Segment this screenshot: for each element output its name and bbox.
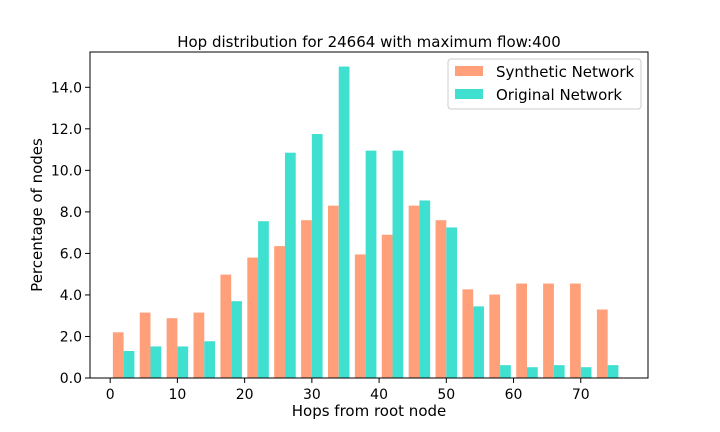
y-tick-label-0: 0.0 xyxy=(60,371,82,387)
x-tick-label-0: 0 xyxy=(106,387,115,403)
bar-original-6 xyxy=(150,346,162,378)
bar-synthetic-58 xyxy=(489,294,501,378)
x-tick-label-30: 30 xyxy=(303,387,321,403)
y-tick-label-12: 12.0 xyxy=(51,122,82,138)
bar-original-42 xyxy=(392,150,404,378)
bar-synthetic-38 xyxy=(354,254,366,378)
bar-synthetic-30 xyxy=(301,220,312,378)
y-tick-label-8: 8.0 xyxy=(60,205,82,221)
x-tick-label-70: 70 xyxy=(572,387,590,403)
bar-original-18 xyxy=(231,301,242,378)
bar-synthetic-50 xyxy=(435,220,447,378)
chart-title: Hop distribution for 24664 with maximum … xyxy=(177,33,561,51)
bar-synthetic-34 xyxy=(327,205,339,378)
bar-original-66 xyxy=(553,365,565,378)
y-axis-ticks: 0.0 2.0 4.0 6.0 8.0 10.0 12.0 14.0 xyxy=(51,80,90,387)
y-tick-label-10: 10.0 xyxy=(51,163,82,179)
x-tick-label-50: 50 xyxy=(437,387,455,403)
x-axis-ticks: 0 10 20 30 40 50 60 70 xyxy=(106,378,590,403)
bar-original-2 xyxy=(123,351,135,378)
bar-synthetic-46 xyxy=(408,205,420,378)
bar-synthetic-62 xyxy=(516,283,527,378)
y-tick-label-14: 14.0 xyxy=(51,80,82,96)
bar-original-62 xyxy=(526,367,538,378)
bar-synthetic-18 xyxy=(220,274,232,378)
legend-label-original: Original Network xyxy=(496,86,622,104)
bar-synthetic-74 xyxy=(596,309,608,378)
x-axis-label: Hops from root node xyxy=(292,402,447,420)
x-tick-label-10: 10 xyxy=(168,387,186,403)
bar-original-46 xyxy=(419,200,431,378)
plot-frame xyxy=(89,51,649,379)
bar-synthetic-70 xyxy=(570,283,581,378)
x-tick-label-20: 20 xyxy=(236,387,254,403)
bar-original-54 xyxy=(473,306,484,378)
bar-original-70 xyxy=(580,367,592,378)
bar-synthetic-26 xyxy=(274,246,285,378)
bar-synthetic-2 xyxy=(112,332,124,378)
bar-synthetic-14 xyxy=(193,312,205,378)
bar-synthetic-42 xyxy=(381,234,393,378)
legend-label-synthetic: Synthetic Network xyxy=(496,63,635,81)
x-tick-label-40: 40 xyxy=(370,387,388,403)
y-axis-label: Percentage of nodes xyxy=(28,138,46,292)
bar-synthetic-54 xyxy=(462,289,474,378)
bar-original-50 xyxy=(446,227,458,378)
bar-original-22 xyxy=(258,221,269,378)
bar-original-58 xyxy=(500,365,511,378)
legend-swatch-original xyxy=(455,89,483,99)
bars-group xyxy=(112,66,619,378)
bar-synthetic-66 xyxy=(543,283,554,378)
bar-original-74 xyxy=(607,365,619,378)
y-tick-label-4: 4.0 xyxy=(60,288,82,304)
bar-original-34 xyxy=(338,66,350,378)
legend-swatch-synthetic xyxy=(455,66,483,76)
bar-original-10 xyxy=(177,346,189,378)
x-tick-label-60: 60 xyxy=(505,387,523,403)
bar-synthetic-10 xyxy=(166,318,178,378)
bar-synthetic-6 xyxy=(139,312,151,378)
y-tick-label-2: 2.0 xyxy=(60,329,82,345)
bar-original-30 xyxy=(311,134,323,378)
legend: Synthetic Network Original Network xyxy=(447,58,642,110)
bar-original-38 xyxy=(365,150,377,378)
legend-frame xyxy=(447,58,642,110)
bar-original-14 xyxy=(204,341,216,378)
y-tick-label-6: 6.0 xyxy=(60,246,82,262)
bar-synthetic-22 xyxy=(247,257,259,378)
bar-original-26 xyxy=(284,152,296,378)
